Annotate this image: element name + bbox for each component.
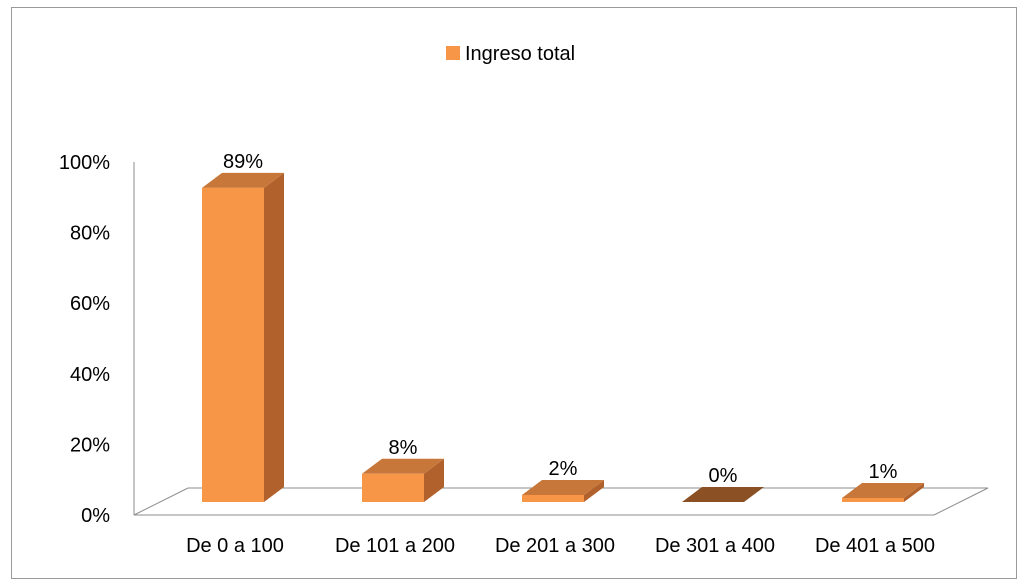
bar-side bbox=[424, 458, 444, 502]
bar-top bbox=[842, 483, 924, 498]
data-label: 1% bbox=[869, 461, 898, 483]
x-tick-label: De 101 a 200 bbox=[335, 535, 455, 557]
legend-swatch bbox=[446, 46, 460, 60]
category-labels: De 0 a 100 De 101 a 200 De 201 a 300 De 301… bbox=[186, 535, 935, 557]
bar bbox=[202, 172, 284, 502]
y-tick-label: 80% bbox=[70, 223, 110, 245]
y-tick-label: 60% bbox=[70, 293, 110, 315]
data-label: 8% bbox=[389, 437, 418, 459]
x-tick-label: De 201 a 300 bbox=[495, 535, 615, 557]
bar-top bbox=[202, 172, 284, 188]
bar-side bbox=[904, 483, 924, 502]
y-tick-label: 40% bbox=[70, 364, 110, 386]
legend-label: Ingreso total bbox=[465, 43, 575, 65]
x-tick-label: De 0 a 100 bbox=[186, 535, 284, 557]
bar-top bbox=[362, 458, 444, 474]
data-label: 89% bbox=[223, 151, 263, 173]
bar-side bbox=[584, 479, 604, 502]
bar bbox=[842, 483, 924, 502]
chart-area bbox=[11, 7, 1017, 579]
bar-front bbox=[362, 473, 424, 502]
bar-front bbox=[842, 498, 904, 502]
bar-top bbox=[682, 487, 764, 502]
x-tick-label: De 301 a 400 bbox=[655, 535, 775, 557]
data-labels: 89% 8% 2% 0% 1% bbox=[223, 151, 898, 487]
y-tick-label: 20% bbox=[70, 434, 110, 456]
bar-front bbox=[522, 494, 584, 502]
bar bbox=[682, 487, 764, 502]
bar-side bbox=[264, 172, 284, 502]
y-axis: 0% 20% 40% 60% 80% 100% bbox=[59, 152, 135, 527]
bars bbox=[202, 172, 924, 502]
x-tick-label: De 401 a 500 bbox=[815, 535, 935, 557]
bar-front bbox=[202, 187, 264, 502]
y-tick-label: 0% bbox=[81, 505, 110, 527]
data-label: 2% bbox=[549, 458, 578, 480]
chart-floor bbox=[133, 487, 989, 516]
bar bbox=[522, 479, 604, 502]
bar bbox=[362, 458, 444, 502]
legend: Ingreso total bbox=[446, 43, 575, 65]
y-tick-label: 100% bbox=[59, 152, 110, 174]
bar-top bbox=[522, 479, 604, 495]
floor-outline bbox=[133, 487, 989, 516]
data-label: 0% bbox=[709, 465, 738, 487]
